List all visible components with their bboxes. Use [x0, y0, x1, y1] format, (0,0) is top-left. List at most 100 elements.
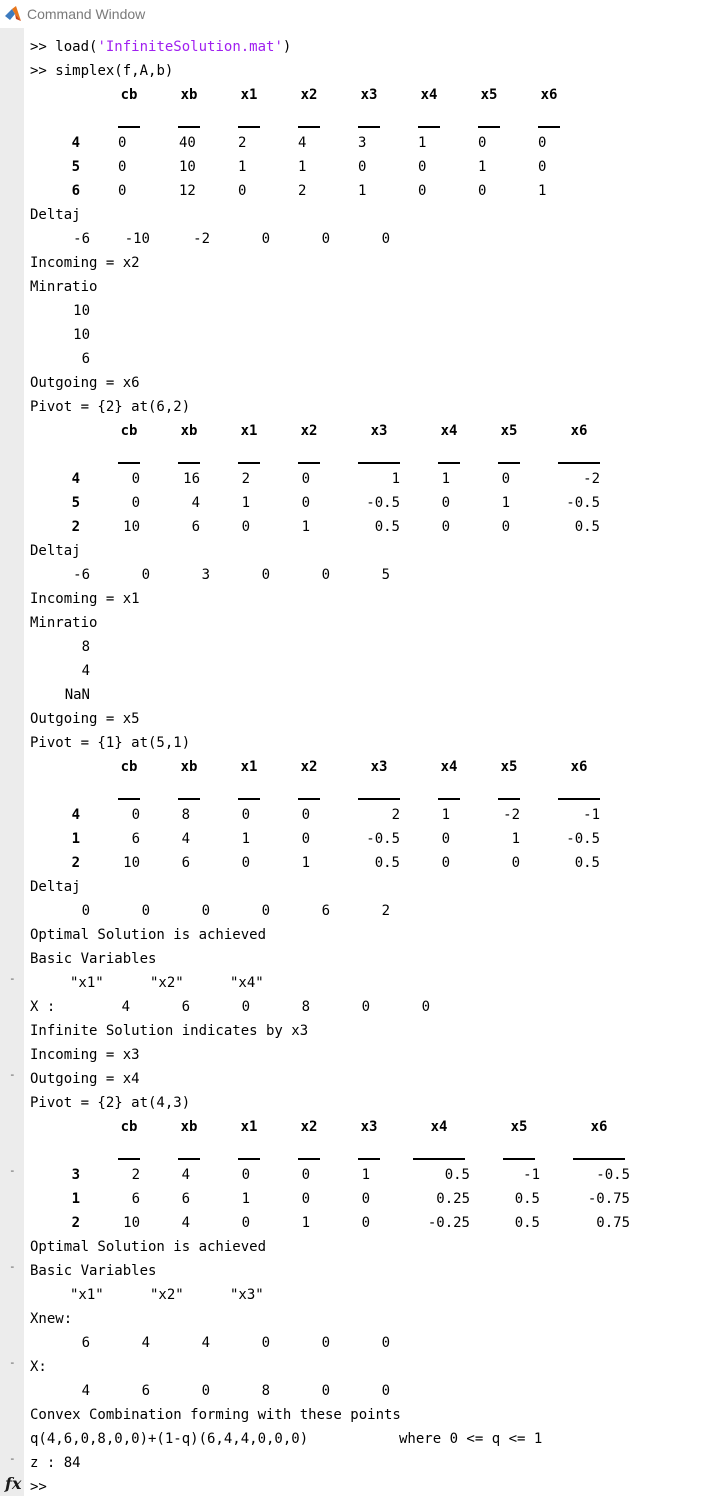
table-cell: 0 — [501, 519, 510, 535]
deltaj-value: 0 — [321, 567, 330, 583]
pivot-text: Pivot = {1} at(5,1) — [30, 735, 191, 751]
x-value: 8 — [261, 1383, 270, 1399]
deltaj-label: Deltaj — [30, 207, 81, 223]
basis-index: 3 — [71, 1167, 80, 1183]
table-cell: 6 — [131, 1191, 140, 1207]
deltaj-value: 0 — [141, 903, 150, 919]
basic-variable: "x2" — [150, 1287, 184, 1303]
gutter-mark: - — [9, 1452, 16, 1465]
table-cell: 0 — [441, 519, 450, 535]
table-cell: 0 — [418, 159, 427, 175]
deltaj-value: -6 — [73, 231, 90, 247]
table-cell: 1 — [301, 855, 310, 871]
header-underline — [558, 798, 600, 800]
column-header-cb: cb — [120, 759, 138, 775]
column-header-x5: x5 — [500, 759, 518, 775]
pivot-text: Pivot = {2} at(6,2) — [30, 399, 191, 415]
header-underline — [178, 1158, 200, 1160]
column-header-xb: xb — [180, 1119, 198, 1135]
column-header-cb: cb — [120, 1119, 138, 1135]
header-underline — [538, 126, 560, 128]
table-cell: 0 — [241, 1167, 250, 1183]
table-cell: 4 — [181, 831, 190, 847]
table-cell: -0.25 — [427, 1215, 470, 1231]
table-cell: 6 — [181, 1191, 190, 1207]
table-cell: 0 — [361, 1215, 370, 1231]
incoming-text: Incoming = x3 — [30, 1047, 140, 1063]
xnew-label: Xnew: — [30, 1311, 73, 1327]
minratio-label: Minratio — [30, 279, 98, 295]
incoming-text: Incoming = x2 — [30, 255, 140, 271]
table-cell: 1 — [301, 1215, 310, 1231]
table-cell: 10 — [123, 519, 140, 535]
header-underline — [118, 126, 140, 128]
optimal-text: Optimal Solution is achieved — [30, 927, 267, 943]
basis-index: 2 — [71, 855, 80, 871]
table-cell: 1 — [441, 471, 450, 487]
table-cell: 1 — [441, 807, 450, 823]
header-underline — [438, 462, 460, 464]
header-underline — [178, 462, 200, 464]
function-browser-icon[interactable]: fx — [5, 1474, 22, 1493]
x-value: 8 — [301, 999, 310, 1015]
x-value: 0 — [361, 999, 370, 1015]
xnew-value: 4 — [141, 1335, 150, 1351]
column-header-xb: xb — [180, 423, 198, 439]
header-underline — [178, 126, 200, 128]
basis-index: 1 — [71, 1191, 80, 1207]
table-cell: 12 — [179, 183, 196, 199]
table-cell: 0.5 — [574, 855, 600, 871]
xnew-value: 0 — [321, 1335, 330, 1351]
table-cell: -1 — [523, 1167, 540, 1183]
column-header-x4: x4 — [430, 1119, 448, 1135]
header-underline — [358, 126, 380, 128]
command-prompt[interactable]: >> — [30, 1479, 47, 1495]
column-header-xb: xb — [180, 759, 198, 775]
table-cell: -0.5 — [366, 831, 400, 847]
column-header-x6: x6 — [570, 759, 588, 775]
table-cell: 0 — [118, 135, 127, 151]
basic-variable: "x4" — [230, 975, 264, 991]
title-bar: Command Window — [0, 0, 701, 28]
table-cell: 0 — [361, 1191, 370, 1207]
table-cell: 0 — [241, 1215, 250, 1231]
column-header-x1: x1 — [240, 423, 258, 439]
column-header-cb: cb — [120, 423, 138, 439]
column-header-cb: cb — [120, 87, 138, 103]
column-header-x6: x6 — [590, 1119, 608, 1135]
table-cell: 0 — [241, 807, 250, 823]
table-cell: 0 — [301, 1167, 310, 1183]
table-cell: -2 — [503, 807, 520, 823]
table-cell: 6 — [191, 519, 200, 535]
x-value: 0 — [241, 999, 250, 1015]
table-cell: -0.5 — [566, 831, 600, 847]
optimal-text: Optimal Solution is achieved — [30, 1239, 267, 1255]
header-underline — [298, 462, 320, 464]
header-underline — [298, 798, 320, 800]
table-cell: 0 — [131, 807, 140, 823]
basis-index: 2 — [71, 1215, 80, 1231]
outgoing-text: Outgoing = x5 — [30, 711, 140, 727]
basic-variables-label: Basic Variables — [30, 1263, 157, 1279]
line-gutter: - - - - - - — [0, 28, 24, 1496]
header-underline — [413, 1158, 465, 1160]
table-cell: -0.75 — [587, 1191, 630, 1207]
table-cell: 4 — [181, 1215, 190, 1231]
header-underline — [573, 1158, 625, 1160]
xnew-value: 0 — [261, 1335, 270, 1351]
table-cell: 0 — [418, 183, 427, 199]
table-cell: 4 — [298, 135, 307, 151]
table-cell: 1 — [538, 183, 547, 199]
table-cell: 0 — [131, 495, 140, 511]
minratio-value: 8 — [81, 639, 90, 655]
basis-index: 2 — [71, 519, 80, 535]
header-underline — [498, 462, 520, 464]
deltaj-value: 0 — [261, 231, 270, 247]
objective-value: z : 84 — [30, 1455, 81, 1471]
table-cell: 1 — [418, 135, 427, 151]
table-cell: 0.25 — [436, 1191, 470, 1207]
gutter-mark: - — [9, 1164, 16, 1177]
header-underline — [238, 1158, 260, 1160]
table-cell: 2 — [238, 135, 247, 151]
